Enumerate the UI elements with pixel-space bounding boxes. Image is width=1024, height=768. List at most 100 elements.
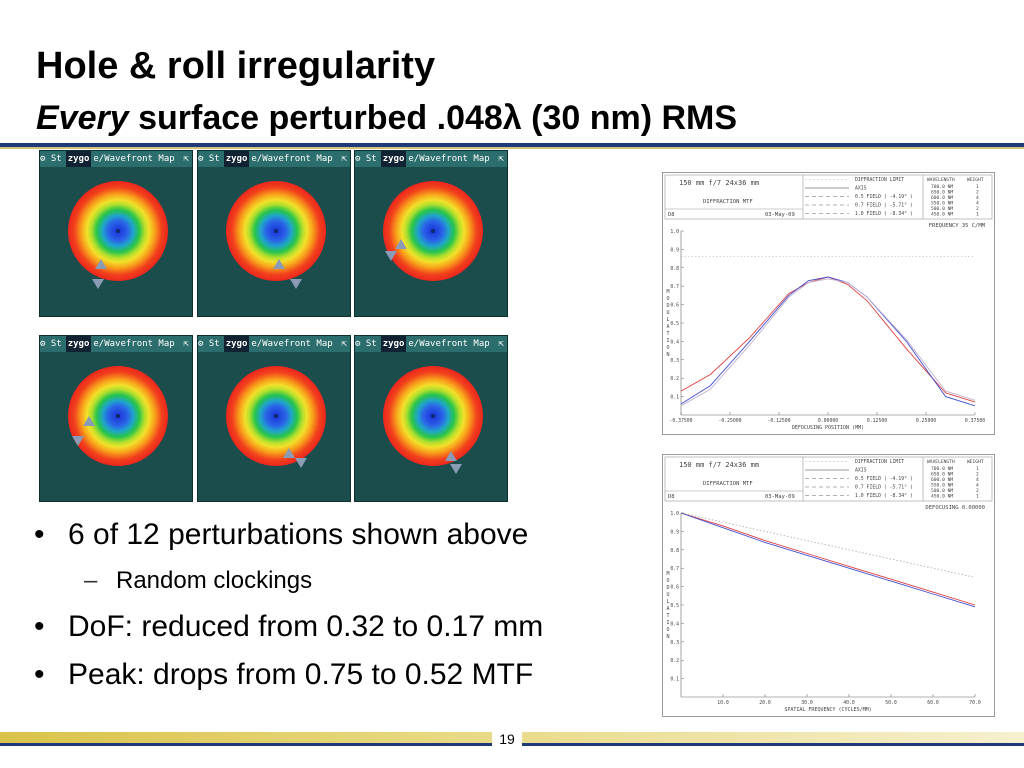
subtitle-text: surface perturbed .048λ (30 nm) RMS: [128, 99, 738, 137]
plot-date: 03-May-09: [765, 494, 795, 500]
y-axis-label-char: O: [666, 296, 669, 302]
panel-title: e/Wavefront Map: [251, 339, 333, 349]
plot-code: D8: [668, 212, 675, 218]
panel-titlebar[interactable]: ⚙ St zygo e/Wavefront Map ⇱: [40, 336, 192, 352]
panel-titlebar[interactable]: ⚙ St zygo e/Wavefront Map ⇱: [40, 151, 192, 167]
legend-entry: 0.7 FIELD ( -5.71° ): [855, 485, 913, 491]
x-tick-label: 0.37500: [965, 418, 985, 424]
panel-title: e/Wavefront Map: [93, 154, 175, 164]
center-dot: [116, 229, 120, 233]
series-line: [680, 512, 976, 606]
pin-icon[interactable]: ⇱: [341, 339, 347, 349]
y-tick-label: 0.5: [670, 603, 679, 609]
mtf-vs-frequency-plot: 150 mm f/7 24x36 mm DIFFRACTION MTF D8 03-M…: [662, 454, 995, 717]
x-tick-label: -0.25000: [718, 418, 741, 424]
gear-icon[interactable]: ⚙ St: [198, 154, 220, 164]
pin-icon[interactable]: ⇱: [498, 339, 504, 349]
zygo-logo: zygo: [223, 151, 250, 167]
weight-value: 2: [976, 206, 979, 212]
panel-titlebar[interactable]: ⚙ St zygo e/Wavefront Map ⇱: [355, 151, 507, 167]
x-axis-label: SPATIAL FREQUENCY (CYCLES/MM): [784, 707, 871, 713]
slide-title: Hole & roll irregularity: [36, 45, 436, 87]
y-axis-label-char: N: [666, 634, 669, 640]
pin-icon[interactable]: ⇱: [183, 154, 189, 164]
mtf-through-focus-svg: 150 mm f/7 24x36 mm DIFFRACTION MTF D8 03-M…: [664, 174, 993, 431]
wavelength-value: 650.0 NM: [931, 190, 953, 196]
slide-subtitle: Every surface perturbed .048λ (30 nm) RM…: [36, 96, 737, 140]
y-tick-label: 0.8: [670, 266, 679, 272]
y-tick-label: 0.9: [670, 247, 679, 253]
weight-value: 1: [976, 184, 979, 190]
bullet-text: Peak: drops from 0.75 to 0.52 MTF: [68, 658, 534, 691]
y-tick-label: 0.9: [670, 529, 679, 535]
legend-entry: 1.0 FIELD ( -8.34° ): [855, 493, 913, 499]
legend-entry: AXIS: [855, 468, 867, 474]
center-dot: [431, 229, 435, 233]
x-tick-label: 50.0: [885, 700, 897, 706]
fiducial-marker-icon: [283, 448, 295, 458]
y-axis-label-char: O: [666, 627, 669, 633]
wavefront-map-image: [226, 366, 326, 466]
weight-value: 2: [976, 488, 979, 494]
panel-titlebar[interactable]: ⚙ St zygo e/Wavefront Map ⇱: [198, 151, 350, 167]
gear-icon[interactable]: ⚙ St: [355, 154, 377, 164]
wavefront-map-image: [383, 366, 483, 466]
wavelength-value: 500.0 NM: [931, 488, 953, 494]
panel-title: e/Wavefront Map: [408, 154, 490, 164]
fiducial-marker-icon: [450, 464, 462, 474]
weight-value: 1: [976, 466, 979, 472]
series-line: [680, 512, 976, 578]
title-rule-accent: [0, 147, 1024, 149]
bullet-item: • DoF: reduced from 0.32 to 0.17 mm: [34, 608, 543, 646]
weight-header: WEIGHT: [967, 177, 984, 183]
y-tick-label: 0.4: [670, 621, 679, 627]
gear-icon[interactable]: ⚙ St: [355, 339, 377, 349]
y-axis-label-char: A: [666, 324, 669, 330]
x-tick-label: 40.0: [843, 700, 855, 706]
x-tick-label: 70.0: [969, 700, 981, 706]
fiducial-marker-icon: [273, 259, 285, 269]
panel-titlebar[interactable]: ⚙ St zygo e/Wavefront Map ⇱: [355, 336, 507, 352]
wavefront-map-panel: ⚙ St zygo e/Wavefront Map ⇱: [197, 150, 351, 317]
wavelength-value: 550.0 NM: [931, 201, 953, 207]
center-dot: [431, 414, 435, 418]
plot-annotation: DEFOCUSING 0.00000: [925, 505, 985, 511]
y-axis-label-char: T: [666, 331, 669, 337]
fiducial-marker-icon: [385, 251, 397, 261]
zygo-logo: zygo: [65, 151, 92, 167]
plot-date: 03-May-09: [765, 212, 795, 218]
y-tick-label: 0.3: [670, 358, 679, 364]
panel-title: e/Wavefront Map: [251, 154, 333, 164]
gear-icon[interactable]: ⚙ St: [40, 154, 62, 164]
fiducial-marker-icon: [445, 451, 457, 461]
pin-icon[interactable]: ⇱: [183, 339, 189, 349]
x-tick-label: 0.00000: [818, 418, 838, 424]
plot-kind-label: DIFFRACTION MTF: [703, 481, 753, 487]
wavelength-value: 700.0 NM: [931, 184, 953, 190]
wavelength-value: 650.0 NM: [931, 472, 953, 478]
wavefront-map-panel: ⚙ St zygo e/Wavefront Map ⇱: [354, 335, 508, 502]
pin-icon[interactable]: ⇱: [498, 154, 504, 164]
plot-code: D8: [668, 494, 675, 500]
pin-icon[interactable]: ⇱: [341, 154, 347, 164]
bullet-dot: •: [34, 610, 45, 643]
y-axis-label-char: M: [666, 571, 669, 577]
panel-titlebar[interactable]: ⚙ St zygo e/Wavefront Map ⇱: [198, 336, 350, 352]
wavelength-header: WAVELENGTH: [927, 459, 955, 465]
center-dot: [274, 414, 278, 418]
y-axis-label-char: U: [666, 310, 669, 316]
y-axis-label-char: O: [666, 345, 669, 351]
bullet-item: • 6 of 12 perturbations shown above: [34, 516, 528, 554]
wavelength-header: WAVELENGTH: [927, 177, 955, 183]
weight-value: 2: [976, 190, 979, 196]
gear-icon[interactable]: ⚙ St: [40, 339, 62, 349]
y-axis-label-char: L: [666, 599, 669, 605]
bullet-dot: •: [34, 658, 45, 691]
y-tick-label: 0.2: [670, 376, 679, 382]
weight-header: WEIGHT: [967, 459, 984, 465]
lens-label: 150 mm f/7 24x36 mm: [679, 179, 759, 187]
wavefront-map-image: [68, 181, 168, 281]
legend-entry: 1.0 FIELD ( -8.34° ): [855, 211, 913, 217]
y-axis-label-char: M: [666, 289, 669, 295]
gear-icon[interactable]: ⚙ St: [198, 339, 220, 349]
